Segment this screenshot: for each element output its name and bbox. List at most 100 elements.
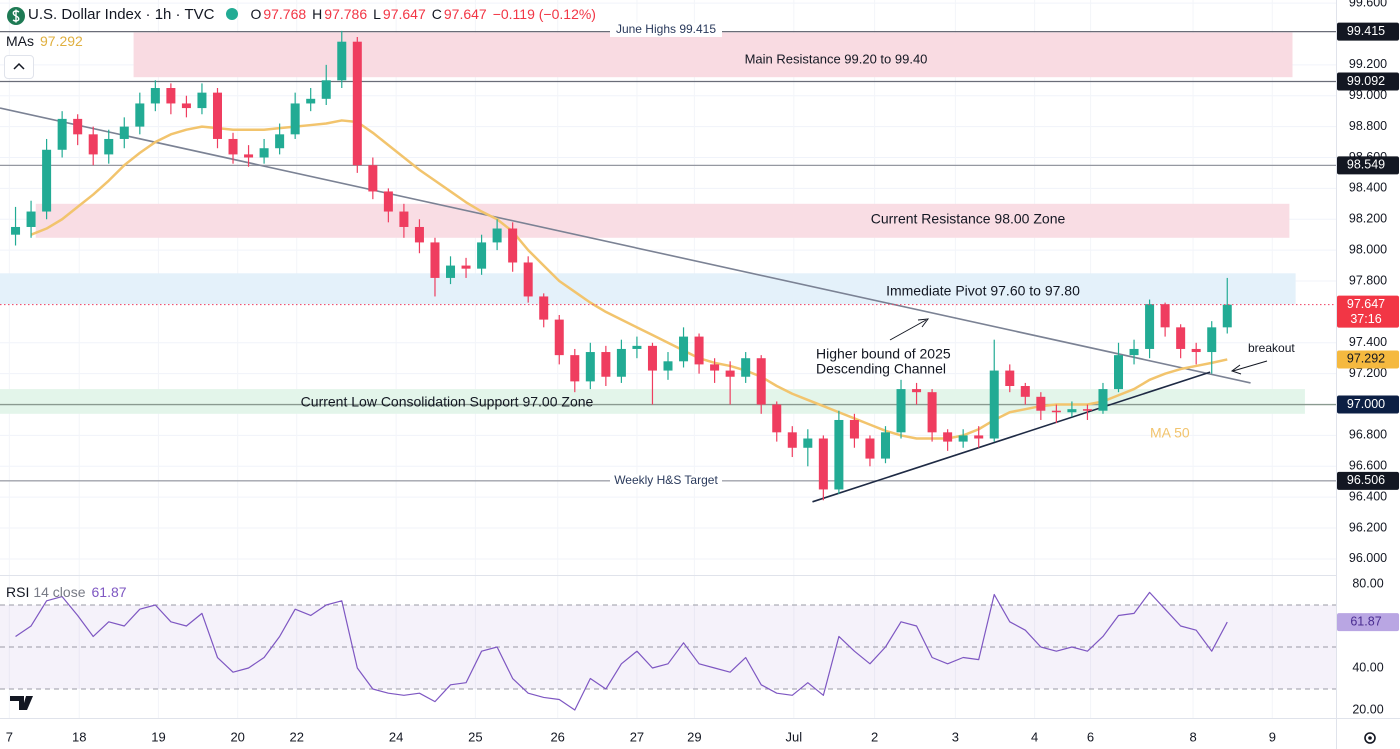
trendline xyxy=(812,371,1211,503)
ohlc-label: C xyxy=(431,6,442,22)
candle-body xyxy=(554,319,564,356)
candle-body xyxy=(399,211,409,227)
chevron[interactable] xyxy=(13,62,25,70)
x-tick-label: 9 xyxy=(1269,729,1276,744)
candle-body xyxy=(1191,348,1201,353)
rsi-line xyxy=(15,591,1228,711)
candle-body xyxy=(585,352,595,382)
y-tick-label: 99.000 xyxy=(1349,88,1387,102)
candle-body xyxy=(259,148,269,158)
candle-body xyxy=(228,138,238,155)
level-tag-bg xyxy=(1337,72,1399,91)
header: U.S. Dollar Index · 1h · TVC O 97.768 H 97.7… xyxy=(28,6,602,23)
x-tick-label: 26 xyxy=(550,729,564,744)
candle-body xyxy=(150,88,160,104)
title: U.S. Dollar Index · 1h · TVC xyxy=(28,6,215,23)
trendline xyxy=(0,107,1251,384)
x-tick-label: 3 xyxy=(952,729,959,744)
x-tick-label: 19 xyxy=(151,729,165,744)
x-tick-label: 6 xyxy=(1087,729,1094,744)
arrow-head xyxy=(917,318,930,328)
y-tick-label: 96.200 xyxy=(1349,520,1387,534)
zone-label: Current Resistance 98.00 Zone xyxy=(871,211,1066,227)
candle-body xyxy=(337,41,347,81)
candle-body xyxy=(1082,409,1092,411)
annotation-bg xyxy=(610,474,722,488)
price-tag-countdown: 37:16 xyxy=(1350,312,1381,326)
level-tag: 99.415 xyxy=(1347,24,1385,38)
x-tick-label: Jul xyxy=(786,729,803,744)
candle-body xyxy=(88,134,98,155)
candle-body xyxy=(647,345,657,371)
y-tick-label: 97.800 xyxy=(1349,273,1387,287)
annotation: Weekly H&S Target xyxy=(614,473,718,487)
rsi-tick-label: 40.00 xyxy=(1352,660,1383,674)
rsi-value: 61.87 xyxy=(91,584,127,600)
ohlc-label: H xyxy=(312,6,323,22)
annotation-bg xyxy=(610,23,722,37)
candle-body xyxy=(632,345,642,349)
rsi-legend: RSI 14 close 61.87 xyxy=(6,584,127,600)
x-tick-label: 18 xyxy=(72,729,86,744)
ohlc-value: 97.647 xyxy=(382,6,426,22)
candle-body xyxy=(42,149,52,212)
zone xyxy=(35,203,1290,238)
status-dot xyxy=(226,8,239,20)
level-tag-bg xyxy=(1337,156,1399,175)
candle-body xyxy=(290,103,300,135)
collapse-button[interactable] xyxy=(4,55,34,79)
annotation: breakout xyxy=(1248,341,1295,355)
candle-body xyxy=(989,370,999,439)
candle-body xyxy=(834,419,844,490)
level-tag: 97.000 xyxy=(1347,397,1385,411)
ma-tag: 97.292 xyxy=(1347,352,1385,366)
x-axis-bg xyxy=(0,718,1336,749)
rsi-name: RSI xyxy=(6,584,30,600)
settings-icon[interactable] xyxy=(1364,732,1376,744)
y-tick-label: 96.800 xyxy=(1349,428,1387,442)
ohlc-value: 97.647 xyxy=(443,6,487,22)
candle-body xyxy=(865,438,875,459)
arrow xyxy=(889,319,927,341)
y-tick-label: 96.400 xyxy=(1349,489,1387,503)
level-tag: 98.549 xyxy=(1347,158,1385,172)
zone-label: Current Low Consolidation Support 97.00 … xyxy=(301,394,594,410)
ohlc-label: L xyxy=(373,6,381,22)
candle-body xyxy=(414,226,424,243)
y-tick-label: 98.000 xyxy=(1349,242,1387,256)
candle-body xyxy=(679,336,689,362)
candle-body xyxy=(616,348,626,377)
candle-body xyxy=(1098,389,1108,411)
candle-body xyxy=(73,118,83,135)
candle-body xyxy=(461,265,471,269)
level-tag: 96.506 xyxy=(1347,473,1385,487)
candle-body xyxy=(275,134,285,149)
candle-body xyxy=(601,352,611,377)
candle-body xyxy=(1176,327,1186,349)
rsi-tag: 61.87 xyxy=(1350,614,1381,628)
rsi-tag-bg xyxy=(1337,613,1399,632)
y-tick-label: 98.400 xyxy=(1349,181,1387,195)
candle-body xyxy=(1114,355,1124,390)
candle-body xyxy=(1207,327,1217,353)
change: −0.119 (−0.12%) xyxy=(492,6,596,22)
candle-body xyxy=(1222,304,1232,328)
candle-body xyxy=(446,265,456,278)
candle-body xyxy=(57,118,67,150)
candle-body xyxy=(306,98,316,104)
settings-icon-center[interactable] xyxy=(1368,736,1372,740)
y-tick-label: 97.400 xyxy=(1349,335,1387,349)
y-tick-label: 99.600 xyxy=(1349,0,1387,9)
candle-body xyxy=(1067,409,1077,413)
candle-body xyxy=(1160,304,1170,328)
candle-body xyxy=(1005,370,1015,387)
candle-body xyxy=(818,438,828,490)
collapse-icon[interactable] xyxy=(5,56,33,78)
ma-tag-bg xyxy=(1337,350,1399,369)
candle-body xyxy=(849,419,859,439)
candle-body xyxy=(710,364,720,371)
candle-body xyxy=(912,389,922,393)
